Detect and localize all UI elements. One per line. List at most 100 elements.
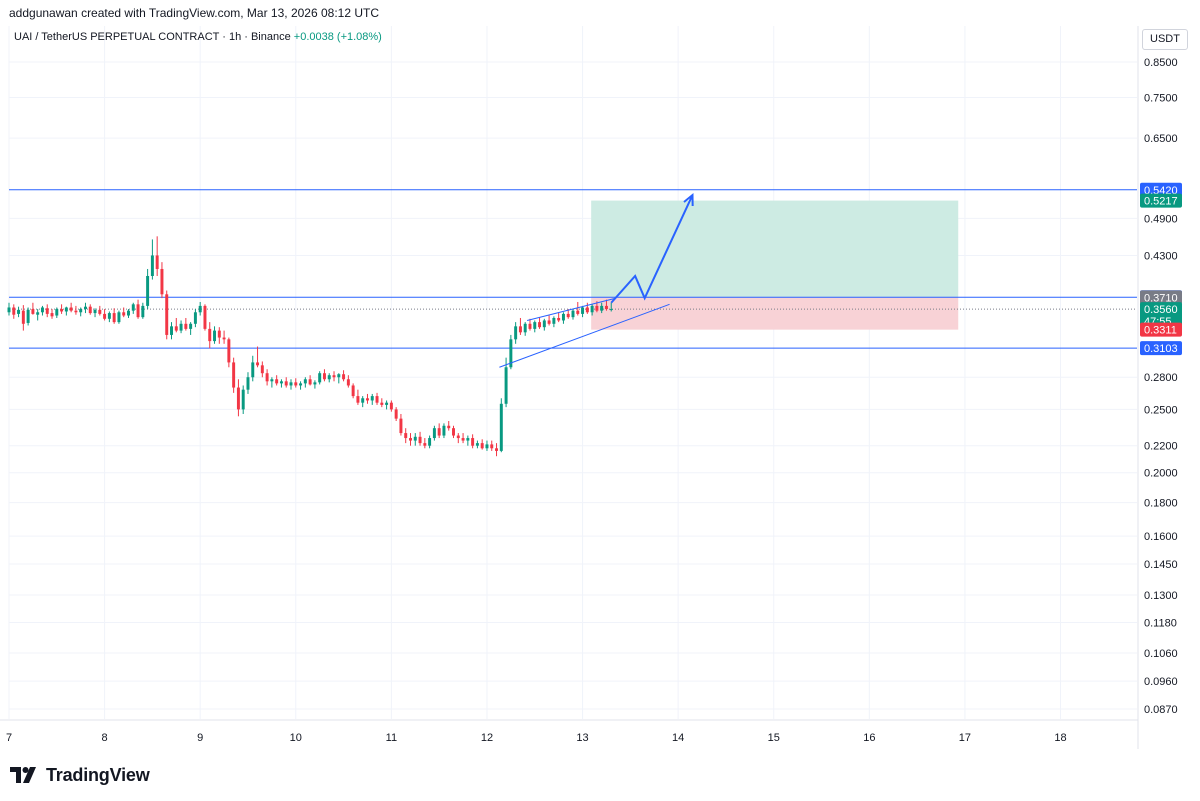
- candle-body-45: [222, 337, 226, 340]
- candle-body-35: [174, 326, 178, 331]
- x-tick-label-10: 17: [959, 732, 971, 744]
- y-tick-label-3: 0.4900: [1144, 213, 1178, 225]
- candle-body-108: [523, 323, 527, 333]
- tradingview-logo[interactable]: TradingView: [10, 765, 150, 785]
- y-tick-label-12: 0.1300: [1144, 590, 1178, 602]
- candle-body-11: [60, 309, 64, 312]
- grid-lines: [8, 26, 1137, 719]
- price-badge-1: [1140, 193, 1182, 208]
- candle-body-59: [289, 382, 293, 386]
- y-tick-label-8: 0.2000: [1144, 468, 1178, 480]
- candle-body-117: [566, 313, 570, 318]
- candle-body-15: [79, 309, 83, 313]
- candle-body-22: [112, 313, 116, 323]
- candle-body-107: [518, 326, 522, 333]
- candle-body-57: [279, 381, 283, 384]
- candle-body-85: [413, 436, 417, 441]
- price-badge-value-4: 0.3560: [1144, 304, 1178, 316]
- candle-body-90: [437, 428, 441, 436]
- candle-body-60: [294, 382, 298, 386]
- footer: [0, 749, 1200, 801]
- candle-body-104: [504, 367, 508, 404]
- y-tick-label-9: 0.1800: [1144, 498, 1178, 510]
- candle-body-122: [590, 305, 594, 313]
- candle-body-102: [495, 448, 499, 451]
- tradingview-logo-icon: [10, 767, 36, 783]
- candle-body-65: [318, 373, 322, 383]
- candle-body-24: [122, 312, 126, 316]
- candle-body-78: [380, 402, 384, 405]
- y-tick-label-4: 0.4300: [1144, 250, 1178, 262]
- candle-body-115: [557, 317, 561, 321]
- y-tick-label-16: 0.0870: [1144, 704, 1178, 716]
- currency-selector[interactable]: USDT: [1142, 29, 1188, 50]
- candle-body-58: [284, 381, 288, 386]
- candle-body-71: [346, 379, 350, 386]
- candle-body-28: [141, 305, 145, 318]
- candle-body-5: [31, 309, 35, 314]
- candle-body-76: [370, 396, 374, 401]
- candle-body-34: [170, 326, 173, 335]
- candle-body-101: [490, 444, 494, 449]
- candle-body-119: [576, 310, 580, 314]
- candle-body-8: [45, 308, 49, 314]
- candle-body-27: [136, 304, 140, 318]
- candle-body-124: [600, 305, 604, 311]
- candle-body-37: [184, 323, 188, 329]
- candle-body-113: [547, 320, 551, 324]
- candle-body-105: [509, 339, 513, 368]
- candle-body-116: [561, 313, 565, 321]
- candle-body-121: [585, 307, 589, 313]
- candle-body-49: [241, 389, 245, 410]
- y-tick-label-14: 0.1060: [1144, 648, 1178, 660]
- channel-line-1: [499, 303, 670, 368]
- projection-path: [610, 194, 694, 304]
- candle-body-19: [98, 309, 102, 314]
- candle-body-63: [308, 379, 312, 385]
- price-badge-3: [1140, 290, 1182, 305]
- x-tick-label-6: 13: [576, 732, 588, 744]
- candle-body-84: [409, 438, 412, 441]
- candle-body-61: [299, 383, 303, 386]
- candle-body-109: [528, 323, 532, 329]
- candle-body-42: [208, 328, 212, 342]
- candle-body-1: [12, 307, 16, 315]
- candle-body-69: [337, 374, 341, 378]
- candle-body-31: [155, 255, 159, 269]
- x-tick-label-11: 18: [1054, 732, 1066, 744]
- candle-body-126: [609, 309, 613, 311]
- candle-body-7: [40, 307, 44, 313]
- drawings: [499, 192, 694, 368]
- candle-body-53: [260, 365, 264, 374]
- chart-frame[interactable]: 0.8500 0.7500 0.6500 0.4900 0.4300 0.2800 0.25…: [0, 26, 1200, 749]
- time-axis[interactable]: 7 8 9 10 11 12 13 14 15 16 17 18: [0, 719, 1138, 744]
- candle-body-39: [193, 312, 197, 324]
- candle-body-9: [50, 313, 54, 317]
- candle-body-96: [466, 438, 470, 441]
- candle-body-79: [385, 402, 389, 405]
- channel-line-0: [526, 297, 617, 321]
- candle-body-25: [127, 310, 130, 316]
- price-chart[interactable]: 0.8500 0.7500 0.6500 0.4900 0.4300 0.2800 0.25…: [0, 26, 1200, 749]
- candle-body-110: [533, 322, 537, 329]
- y-tick-label-10: 0.1600: [1144, 531, 1178, 543]
- candle-body-64: [313, 382, 317, 385]
- candle-body-10: [55, 309, 59, 316]
- candle-body-94: [456, 435, 460, 439]
- candle-body-77: [375, 396, 379, 403]
- candle-body-43: [213, 330, 217, 342]
- x-tick-label-0: 7: [6, 732, 12, 744]
- price-axis[interactable]: 0.8500 0.7500 0.6500 0.4900 0.4300 0.2800 0.25…: [1137, 26, 1178, 749]
- price-badge-value-1: 0.5217: [1144, 196, 1178, 208]
- candle-body-50: [246, 377, 250, 390]
- candle-body-38: [189, 323, 193, 329]
- x-tick-label-5: 12: [481, 732, 493, 744]
- candle-body-112: [542, 320, 546, 328]
- candle-body-33: [165, 294, 169, 335]
- candle-body-118: [571, 310, 575, 318]
- candle-body-36: [179, 323, 183, 331]
- candles: [7, 236, 613, 457]
- candle-body-97: [471, 438, 475, 446]
- stop-zone: [591, 297, 959, 330]
- candle-body-62: [303, 379, 307, 384]
